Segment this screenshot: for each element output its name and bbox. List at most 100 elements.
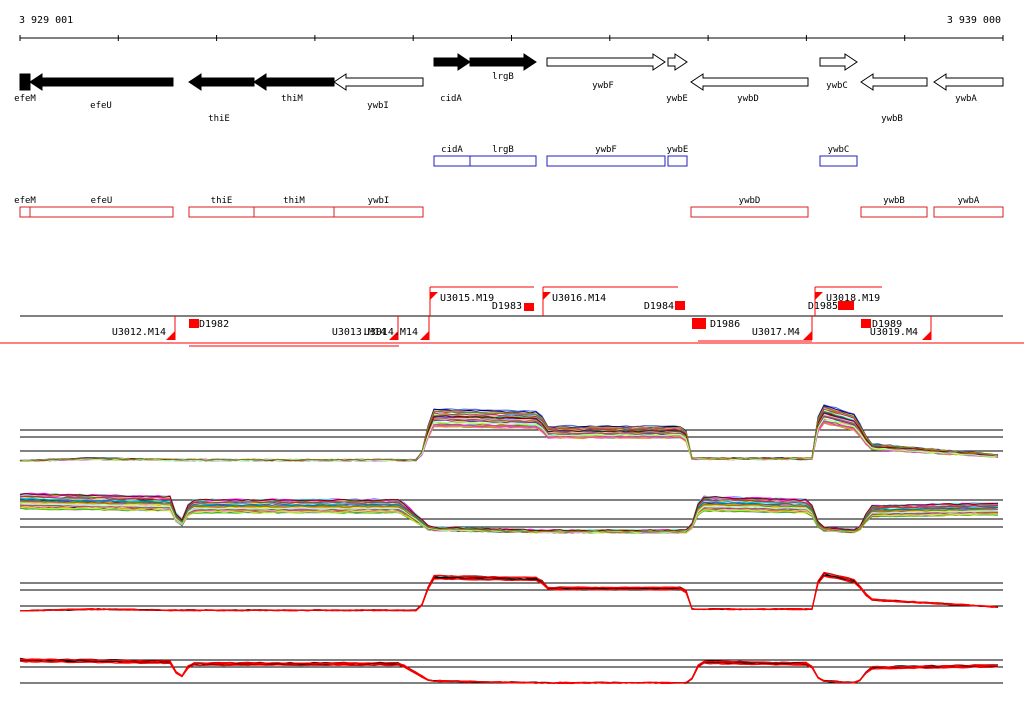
red-box-thiM[interactable] xyxy=(253,206,335,218)
profile-line xyxy=(20,406,999,462)
segment-label-D1982: D1982 xyxy=(199,319,229,330)
segment-block xyxy=(524,303,534,311)
segment-label-U3013: U3013.M14 xyxy=(332,327,386,338)
profile-line xyxy=(19,492,999,532)
profile-line xyxy=(19,417,999,462)
red-label-efeU: efeU xyxy=(91,196,113,206)
gene-thiE[interactable]: thiE xyxy=(188,73,255,124)
gene-arrow-thiE[interactable] xyxy=(188,73,255,91)
gene-arrow-ywbE[interactable] xyxy=(667,53,688,71)
gene-arrow-ywbA[interactable] xyxy=(933,73,1004,91)
gene-efeU[interactable]: efeU xyxy=(29,73,174,111)
profile-line xyxy=(19,660,999,685)
segment-label-U3016: U3016.M14 xyxy=(552,293,606,304)
gene-arrow-ywbI[interactable] xyxy=(333,73,424,91)
blue-label-lrgB: lrgB xyxy=(492,145,514,155)
segment-D1983[interactable]: D1983 xyxy=(492,301,534,312)
red-box-thiE[interactable] xyxy=(188,206,255,218)
gene-lrgB[interactable]: lrgB xyxy=(469,53,537,82)
gene-label-ywbB: ywbB xyxy=(881,114,903,124)
blue-box-lrgB[interactable] xyxy=(469,155,537,167)
blue-box-ywbC[interactable] xyxy=(819,155,858,167)
segment-D1989[interactable]: D1989 xyxy=(861,319,902,330)
segment-label-D1984: D1984 xyxy=(644,301,674,312)
gene-arrow-efeM[interactable] xyxy=(19,73,31,91)
segment-U3013[interactable]: U3013.M14 xyxy=(332,316,399,340)
red-label-ywbI: ywbI xyxy=(368,196,390,206)
blue-annotation-track: cidA lrgB ywbF ywbE ywbC xyxy=(433,145,858,167)
red-box-ywbD[interactable] xyxy=(690,206,809,218)
gene-ywbE[interactable]: ywbE xyxy=(666,53,688,104)
gene-arrow-ywbF[interactable] xyxy=(546,53,666,71)
red-label-ywbA: ywbA xyxy=(958,196,980,206)
gene-label-ywbC: ywbC xyxy=(826,81,848,91)
segment-label-D1986: D1986 xyxy=(710,319,740,330)
red-box-ywbB[interactable] xyxy=(860,206,928,218)
segment-D1984[interactable]: D1984 xyxy=(644,301,685,312)
red-box-efeU[interactable] xyxy=(29,206,174,218)
gene-ywbF[interactable]: ywbF xyxy=(546,53,666,91)
gene-ywbA[interactable]: ywbA xyxy=(933,73,1004,104)
profile-line xyxy=(20,500,999,533)
red-box-efeM[interactable] xyxy=(19,206,31,218)
segment-label-U3015: U3015.M19 xyxy=(440,293,494,304)
segment-block xyxy=(189,319,199,328)
gene-arrow-ywbC[interactable] xyxy=(819,53,858,71)
segment-label-U3014: U3014.M14 xyxy=(364,327,418,338)
blue-label-ywbE: ywbE xyxy=(667,145,689,155)
segment-block xyxy=(675,301,685,310)
red-label-thiE: thiE xyxy=(211,196,233,206)
gene-arrow-efeU[interactable] xyxy=(29,73,174,91)
gene-arrow-ywbB[interactable] xyxy=(860,73,928,91)
profile-panel-3 xyxy=(19,571,1003,612)
segment-end-marker xyxy=(803,331,812,340)
segment-start-marker xyxy=(430,292,438,300)
gene-arrow-thiM[interactable] xyxy=(253,73,335,91)
blue-box-ywbE[interactable] xyxy=(667,155,688,167)
gene-ywbC[interactable]: ywbC xyxy=(819,53,858,91)
segment-U3017[interactable]: U3017.M4 xyxy=(752,316,813,340)
segment-U3016[interactable]: U3016.M14 xyxy=(542,286,678,316)
gene-ywbB[interactable]: ywbB xyxy=(860,73,928,124)
gene-efeM[interactable]: efeM xyxy=(14,73,36,104)
segment-D1986[interactable]: D1986 xyxy=(692,318,812,342)
segment-block xyxy=(861,319,871,328)
blue-box-ywbF[interactable] xyxy=(546,155,666,167)
gene-arrow-ywbD[interactable] xyxy=(690,73,809,91)
gene-label-ywbF: ywbF xyxy=(592,81,614,91)
gene-thiM[interactable]: thiM xyxy=(253,73,335,104)
gene-arrow-lrgB[interactable] xyxy=(469,53,537,71)
segment-start-marker xyxy=(543,292,551,300)
segment-block xyxy=(838,301,854,310)
segment-U3012[interactable]: U3012.M14 xyxy=(112,316,176,340)
blue-label-ywbF: ywbF xyxy=(595,145,617,155)
gene-label-ywbE: ywbE xyxy=(666,94,688,104)
gene-label-lrgB: lrgB xyxy=(492,72,514,82)
blue-label-ywbC: ywbC xyxy=(828,145,850,155)
red-box-ywbA[interactable] xyxy=(933,206,1004,218)
gene-arrow-cidA[interactable] xyxy=(433,53,471,71)
gene-label-ywbA: ywbA xyxy=(955,94,977,104)
segment-U3018[interactable]: U3018.M19 xyxy=(814,286,882,316)
gene-ywbI[interactable]: ywbI xyxy=(333,73,424,111)
segment-U3019[interactable]: U3019.M4 xyxy=(870,316,932,340)
blue-box-cidA[interactable] xyxy=(433,155,471,167)
segment-U3015[interactable]: U3015.M19 xyxy=(429,286,534,316)
gene-label-efeU: efeU xyxy=(90,101,112,111)
blue-label-cidA: cidA xyxy=(441,145,463,155)
segment-block xyxy=(692,318,706,329)
segment-end-marker xyxy=(922,331,931,340)
red-label-efeM: efeM xyxy=(14,196,36,206)
segment-D1985[interactable]: D1985 xyxy=(808,301,854,312)
gene-label-thiM: thiM xyxy=(281,94,303,104)
gene-ywbD[interactable]: ywbD xyxy=(690,73,809,104)
ruler-start-label: 3 929 001 xyxy=(19,15,73,26)
segment-label-D1985: D1985 xyxy=(808,301,838,312)
segment-label-U3019: U3019.M4 xyxy=(870,327,918,338)
red-box-ywbI[interactable] xyxy=(333,206,424,218)
gene-label-ywbD: ywbD xyxy=(737,94,759,104)
segment-U3014[interactable]: U3014.M14 xyxy=(364,316,430,340)
segment-D1982[interactable]: D1982 xyxy=(189,319,399,347)
gene-cidA[interactable]: cidA xyxy=(433,53,471,104)
segment-end-marker xyxy=(420,331,429,340)
